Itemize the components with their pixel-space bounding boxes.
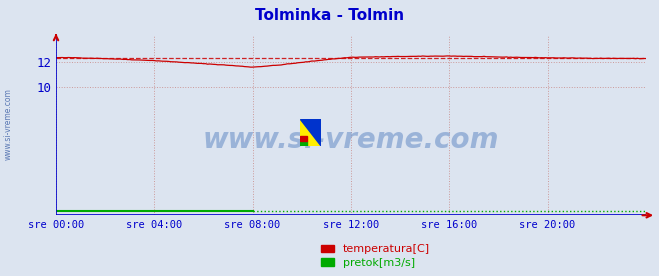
Text: www.si-vreme.com: www.si-vreme.com [3,88,13,160]
Text: Tolminka - Tolmin: Tolminka - Tolmin [255,8,404,23]
Polygon shape [300,119,321,146]
Text: www.si-vreme.com: www.si-vreme.com [203,126,499,154]
Legend: temperatura[C], pretok[m3/s]: temperatura[C], pretok[m3/s] [321,244,430,268]
Polygon shape [300,119,321,146]
Bar [300,141,307,146]
Bar [300,136,307,141]
